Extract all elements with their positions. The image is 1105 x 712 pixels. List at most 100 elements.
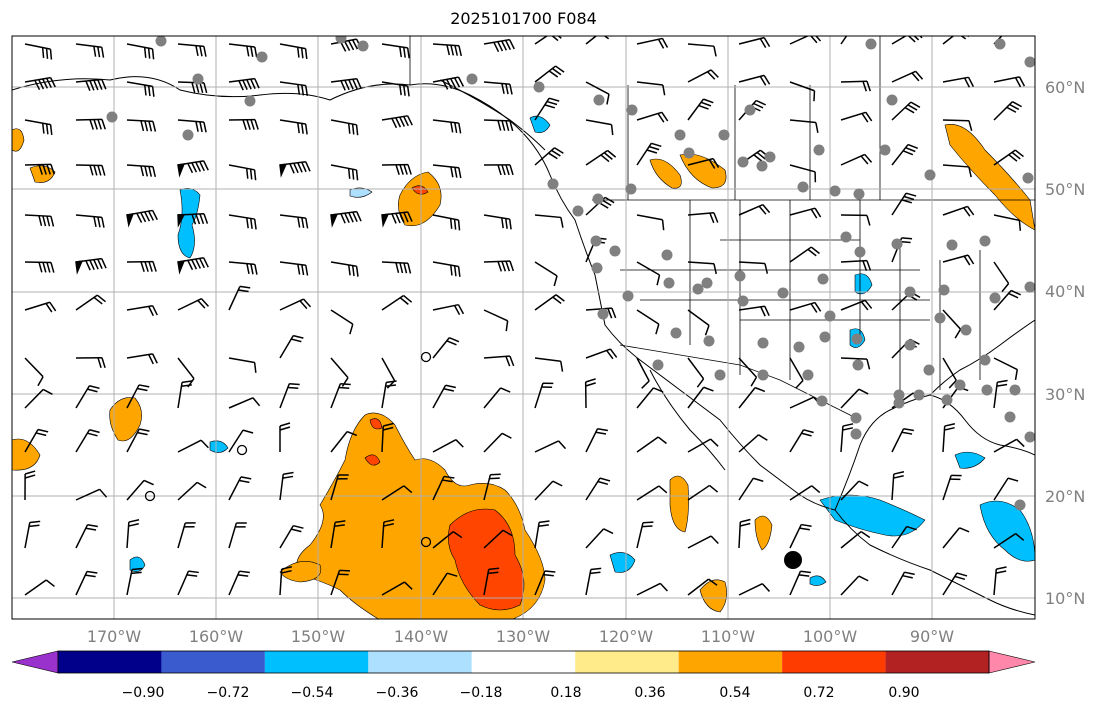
colorbar-segment xyxy=(264,651,369,673)
wind-barb-flag xyxy=(801,432,812,437)
wind-barb-flag xyxy=(340,213,346,224)
wind-barb-flag xyxy=(657,38,665,49)
wind-barb-flag xyxy=(509,355,515,367)
station-dot xyxy=(840,231,852,243)
wind-barb-flag xyxy=(287,386,299,389)
station-dot xyxy=(954,379,966,391)
wind-barb-flag xyxy=(560,361,564,372)
strong-anomaly-spot xyxy=(369,418,383,430)
positive-anomaly-region xyxy=(109,397,142,442)
wind-barb-shaft xyxy=(891,571,906,596)
wind-barb-flag xyxy=(351,169,355,180)
wind-barb-flag xyxy=(799,527,810,531)
wind-barb-shaft xyxy=(75,78,102,83)
wind-barb-flag xyxy=(1014,149,1024,158)
wind-barb-flag xyxy=(341,377,349,387)
wind-barb-flag xyxy=(603,36,610,40)
positive-anomaly-region xyxy=(679,153,727,189)
wind-barb-flag xyxy=(148,121,153,132)
wind-barb-flag xyxy=(41,123,45,134)
station-dot xyxy=(737,156,749,168)
wind-barb-shaft xyxy=(228,43,255,48)
wind-barb-shaft xyxy=(228,357,255,364)
wind-barb-flag xyxy=(148,166,153,177)
wind-barb-flag xyxy=(905,146,916,153)
wind-barb-shaft xyxy=(942,426,946,453)
wind-barb-shaft xyxy=(279,298,304,311)
wind-barb-flag xyxy=(406,47,410,59)
wind-barb-flag xyxy=(86,570,98,574)
wind-barb-shaft xyxy=(687,261,714,265)
wind-barb-flag xyxy=(242,429,254,434)
wind-barb-shaft xyxy=(942,205,968,216)
wind-barb-shaft xyxy=(1045,199,1065,215)
wind-barb-flag xyxy=(866,80,872,92)
wind-barb-flag xyxy=(548,70,559,78)
strong-anomaly-core xyxy=(448,508,525,611)
wind-barb-flag xyxy=(191,259,198,270)
wind-barb-flag xyxy=(49,77,56,88)
wind-barb-flag xyxy=(291,528,302,533)
wind-barb-flag xyxy=(1071,122,1073,132)
wind-barb-flag xyxy=(996,566,1007,570)
wind-barb-flag xyxy=(42,388,53,395)
wind-barb-shaft xyxy=(942,36,955,45)
wind-barb-flag xyxy=(382,426,394,431)
wind-barb-flag xyxy=(356,211,362,222)
wind-barb-shaft xyxy=(993,289,1012,311)
wind-barb-shaft xyxy=(738,583,763,596)
wind-barb-flag xyxy=(399,84,402,96)
station-dot xyxy=(734,270,746,282)
wind-barb-flag xyxy=(391,213,397,224)
wind-barb-flag xyxy=(254,46,258,58)
colorbar-tick-label: −0.90 xyxy=(122,685,165,701)
wind-barb-shaft xyxy=(126,81,153,88)
wind-barb-flag xyxy=(101,165,106,176)
wind-barb-flag xyxy=(557,440,567,450)
wind-barb-shaft xyxy=(126,428,140,453)
wind-barb-flag xyxy=(814,207,822,218)
wind-barb-flag xyxy=(1065,199,1074,205)
wind-barb-flag xyxy=(509,120,514,132)
station-dot xyxy=(979,235,991,247)
longitude-labels: 170°W 160°W 150°W 140°W 130°W 120°W 110°… xyxy=(87,627,954,646)
wind-barb-flag xyxy=(585,378,596,383)
wind-barb-flag xyxy=(508,218,512,230)
wind-barb-flag xyxy=(963,207,971,217)
wind-barb-flag xyxy=(399,297,409,305)
wind-barb-flag xyxy=(246,79,252,90)
wind-barb-flag xyxy=(1012,25,1021,30)
wind-barb-flag xyxy=(901,237,913,240)
wind-barb-shaft xyxy=(840,36,848,45)
latitude-labels: 60°N 50°N 40°N 30°N 20°N 10°N xyxy=(1045,78,1085,608)
station-dot xyxy=(819,331,831,343)
wind-barb-flag xyxy=(202,257,209,268)
wind-barb-flag xyxy=(85,527,97,531)
wind-barb-flag xyxy=(38,164,43,175)
colorbar-extend-high xyxy=(988,650,1036,674)
wind-barb-flag xyxy=(347,168,351,179)
wind-barb-flag xyxy=(239,570,250,574)
positive-anomaly-region xyxy=(944,123,1035,231)
wind-barb-flag xyxy=(304,123,308,135)
wind-barb-flag xyxy=(1006,106,1017,113)
wind-barb-flag xyxy=(399,116,406,127)
wind-barb-shaft xyxy=(687,98,705,121)
wind-barb-flag xyxy=(293,334,304,339)
wind-barb-flag xyxy=(554,147,564,154)
wind-barb-flag xyxy=(442,479,453,483)
wind-barb-shaft xyxy=(483,214,510,220)
wind-barb-flag xyxy=(148,261,153,272)
wind-barb-shaft xyxy=(126,569,133,596)
station-dot xyxy=(683,147,695,159)
wind-barb-flag xyxy=(41,47,45,59)
wind-barb-flag xyxy=(240,476,252,480)
wind-barb-flag xyxy=(599,477,611,482)
lat-label: 10°N xyxy=(1045,589,1085,608)
wind-barb-flag xyxy=(131,571,142,575)
wind-barb-flag xyxy=(351,265,355,277)
large-marker xyxy=(784,551,802,569)
wind-barb-flag xyxy=(348,40,355,51)
wind-barb-flag xyxy=(203,46,207,57)
wind-barb-flag xyxy=(609,348,618,358)
